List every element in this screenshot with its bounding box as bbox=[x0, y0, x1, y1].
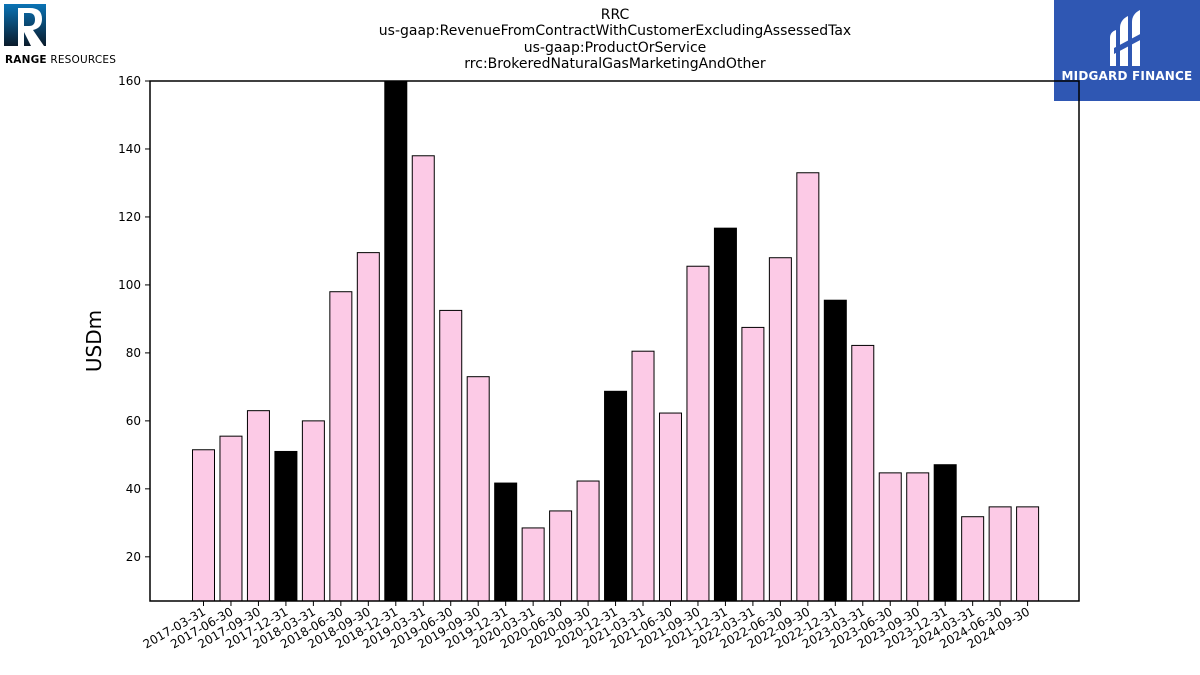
y-tick-label: 100 bbox=[118, 278, 141, 292]
midgard-m-logo-icon bbox=[1110, 10, 1144, 66]
range-resources-name: RANGE RESOURCES bbox=[5, 54, 117, 66]
y-tick-label: 80 bbox=[126, 346, 141, 360]
title-line-axis: us-gaap:ProductOrService bbox=[523, 39, 707, 56]
y-tick-label: 160 bbox=[118, 74, 141, 88]
bar-2018-09-30 bbox=[356, 252, 380, 602]
bar-2023-12-31 bbox=[933, 464, 957, 602]
bar-2023-09-30 bbox=[906, 472, 930, 602]
midgard-finance-name: MIDGARD FINANCE bbox=[1061, 69, 1193, 83]
bar-2020-09-30 bbox=[576, 480, 600, 602]
midgard-finance-logo: MIDGARD FINANCE bbox=[1054, 0, 1200, 101]
bar-2019-06-30 bbox=[439, 309, 463, 602]
bar-2022-09-30 bbox=[796, 172, 820, 602]
bar-2021-03-31 bbox=[631, 350, 655, 602]
bar-2022-12-31 bbox=[823, 299, 847, 602]
y-axis-label: USDm bbox=[82, 310, 106, 372]
bar-2023-06-30 bbox=[878, 472, 902, 602]
y-tick-label: 120 bbox=[118, 210, 141, 224]
bar-2018-06-30 bbox=[329, 291, 353, 602]
bar-2021-06-30 bbox=[658, 412, 682, 602]
y-tick-label: 60 bbox=[126, 414, 141, 428]
bar-2021-12-31 bbox=[713, 227, 737, 602]
title-line-member: rrc:BrokeredNaturalGasMarketingAndOther bbox=[464, 55, 766, 72]
bar-2017-03-31 bbox=[192, 449, 215, 602]
bar-2019-09-30 bbox=[466, 376, 490, 602]
plot-frame bbox=[149, 80, 1080, 602]
title-line-concept: us-gaap:RevenueFromContractWithCustomerE… bbox=[378, 23, 852, 40]
bar-2021-09-30 bbox=[686, 265, 710, 602]
bar-2024-09-30 bbox=[1016, 506, 1040, 602]
title-line-ticker: RRC bbox=[600, 7, 630, 23]
y-tick-label: 140 bbox=[118, 142, 141, 156]
bar-2018-12-31 bbox=[384, 80, 408, 602]
bar-2019-12-31 bbox=[494, 482, 518, 602]
bar-2019-03-31 bbox=[411, 155, 435, 602]
bar-2020-12-31 bbox=[604, 390, 628, 602]
bar-2023-03-31 bbox=[851, 344, 875, 602]
bar-2024-06-30 bbox=[988, 506, 1012, 602]
bar-2020-06-30 bbox=[549, 510, 573, 602]
y-tick-label: 40 bbox=[126, 482, 141, 496]
range-resources-logo: RANGE RESOURCES bbox=[4, 4, 124, 66]
bar-2017-12-31 bbox=[274, 450, 298, 602]
bar-2020-03-31 bbox=[521, 527, 545, 602]
bar-2022-06-30 bbox=[768, 257, 792, 602]
range-r-logo-icon bbox=[4, 4, 46, 46]
bar-2024-03-31 bbox=[961, 516, 985, 602]
bar-2017-09-30 bbox=[246, 410, 270, 602]
chart-title: RRC us-gaap:RevenueFromContractWithCusto… bbox=[300, 7, 930, 72]
bar-2022-03-31 bbox=[741, 326, 765, 602]
bar-2018-03-31 bbox=[301, 420, 325, 602]
bar-2017-06-30 bbox=[219, 435, 243, 602]
y-tick-label: 20 bbox=[126, 550, 141, 564]
